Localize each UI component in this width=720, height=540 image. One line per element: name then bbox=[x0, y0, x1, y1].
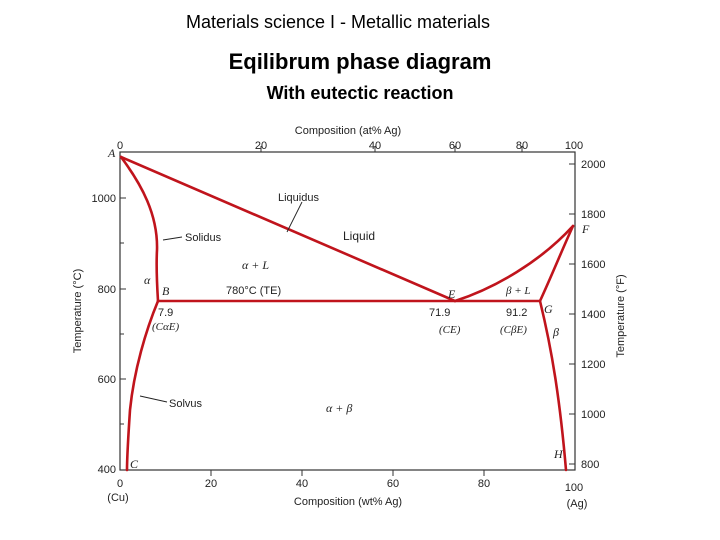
right-axis-label: Temperature (°F) bbox=[615, 274, 627, 357]
solidus-left bbox=[119, 155, 160, 303]
bottom-tick-60: 60 bbox=[387, 478, 399, 490]
point-f: F bbox=[581, 222, 590, 236]
right-axis-ticks bbox=[569, 163, 575, 465]
liquid-region-label: Liquid bbox=[343, 229, 375, 243]
bottom-end-cu: (Cu) bbox=[107, 492, 128, 504]
left-tick-1000: 1000 bbox=[92, 193, 116, 205]
left-axis-label: Temperature (°C) bbox=[72, 269, 84, 353]
solvus-pointer bbox=[139, 395, 168, 403]
beta-liquid-region-label: β + L bbox=[505, 285, 531, 297]
right-tick-1000: 1000 bbox=[581, 409, 605, 421]
slide-subtitle: With eutectic reaction bbox=[266, 83, 454, 103]
top-tick-0: 0 bbox=[117, 140, 123, 152]
cu-ag-phase-diagram: 0 20 40 60 80 100 Composition (at% Ag) 0… bbox=[72, 125, 627, 510]
eutectic-temperature-label: 780°C (TE) bbox=[226, 285, 281, 297]
solvus-right bbox=[538, 299, 568, 472]
right-tick-2000: 2000 bbox=[581, 159, 605, 171]
bottom-tick-20: 20 bbox=[205, 478, 217, 490]
e-composition-name: (CE) bbox=[439, 324, 461, 336]
point-e: E bbox=[447, 287, 456, 301]
label-pointers bbox=[139, 201, 303, 403]
e-composition-value: 71.9 bbox=[429, 307, 450, 319]
top-tick-20: 20 bbox=[255, 140, 267, 152]
solidus-right bbox=[538, 224, 575, 303]
liquidus-label: Liquidus bbox=[278, 192, 319, 204]
top-axis-label: Composition (at% Ag) bbox=[295, 125, 401, 137]
left-tick-400: 400 bbox=[98, 464, 116, 476]
bottom-end-ag: (Ag) bbox=[567, 498, 588, 510]
point-g: G bbox=[544, 302, 553, 316]
point-c: C bbox=[130, 457, 139, 471]
bottom-tick-80: 80 bbox=[478, 478, 490, 490]
bottom-tick-100: 100 bbox=[565, 482, 583, 494]
liquidus-pointer bbox=[286, 201, 303, 233]
point-h: H bbox=[553, 447, 564, 461]
left-tick-800: 800 bbox=[98, 284, 116, 296]
course-title: Materials science I - Metallic materials bbox=[185, 12, 491, 32]
top-tick-100: 100 bbox=[565, 140, 583, 152]
right-tick-1400: 1400 bbox=[581, 309, 605, 321]
top-tick-60: 60 bbox=[449, 140, 461, 152]
left-tick-600: 600 bbox=[98, 374, 116, 386]
bottom-tick-40: 40 bbox=[296, 478, 308, 490]
solidus-pointer bbox=[162, 236, 183, 241]
right-tick-800: 800 bbox=[581, 459, 599, 471]
plot-frame bbox=[119, 151, 576, 471]
b-composition-value: 7.9 bbox=[158, 307, 173, 319]
solidus-label: Solidus bbox=[185, 232, 222, 244]
g-composition-value: 91.2 bbox=[506, 307, 527, 319]
right-tick-1600: 1600 bbox=[581, 259, 605, 271]
top-axis-ticks bbox=[260, 146, 523, 152]
solvus-label: Solvus bbox=[169, 398, 203, 410]
right-tick-1200: 1200 bbox=[581, 359, 605, 371]
alpha-liquid-region-label: α + L bbox=[242, 258, 269, 272]
slide-title: Eqilibrum phase diagram bbox=[228, 49, 492, 74]
bottom-axis-ticks bbox=[210, 470, 485, 476]
bottom-tick-0: 0 bbox=[117, 478, 123, 490]
left-axis-ticks bbox=[120, 197, 126, 425]
point-b: B bbox=[162, 284, 170, 298]
alpha-phase-label: α bbox=[144, 273, 151, 287]
g-composition-name: (CβE) bbox=[500, 324, 527, 336]
liquidus-right bbox=[453, 224, 575, 303]
right-tick-1800: 1800 bbox=[581, 209, 605, 221]
top-tick-80: 80 bbox=[516, 140, 528, 152]
alpha-beta-region-label: α + β bbox=[326, 401, 352, 415]
solvus-left bbox=[125, 299, 160, 472]
point-a: A bbox=[107, 146, 116, 160]
bottom-axis-label: Composition (wt% Ag) bbox=[294, 496, 402, 508]
top-tick-40: 40 bbox=[369, 140, 381, 152]
b-composition-name: (CαE) bbox=[152, 321, 179, 333]
beta-phase-label: β bbox=[552, 325, 559, 339]
